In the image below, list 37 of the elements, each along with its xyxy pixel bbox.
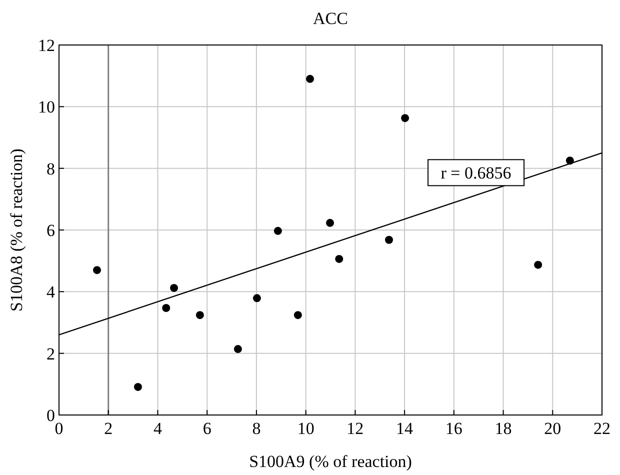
point: [306, 74, 314, 83]
chart-title: ACC: [313, 9, 348, 28]
y-tick-label: 0: [46, 406, 55, 425]
point: [234, 345, 242, 354]
y-axis-title: S100A8 (% of reaction): [7, 148, 26, 312]
x-tick-label: 4: [153, 419, 162, 438]
point: [93, 266, 102, 274]
y-tick-label: 6: [46, 221, 55, 240]
x-tick-label: 20: [544, 419, 562, 438]
y-tick-label: 8: [46, 159, 55, 178]
point: [196, 311, 204, 320]
point: [534, 260, 542, 269]
x-tick-label: 12: [346, 419, 364, 438]
x-tick-label: 6: [202, 419, 212, 438]
y-tick-label: 4: [46, 282, 56, 302]
point: [134, 382, 142, 391]
x-tick-label: 10: [297, 419, 314, 438]
x-tick-label: 2: [104, 419, 113, 438]
y-tick-label: 10: [38, 98, 55, 117]
point: [162, 304, 170, 312]
y-tick-label: 2: [46, 344, 55, 364]
point: [401, 114, 410, 122]
x-tick-label: 8: [252, 419, 261, 438]
point: [335, 254, 344, 263]
x-tick-label: 18: [494, 419, 512, 438]
point: [384, 236, 393, 244]
annotation: r = 0.6856: [440, 164, 512, 183]
x-tick-label: 16: [445, 419, 462, 438]
point: [274, 226, 282, 235]
x-tick-label: 14: [396, 419, 414, 438]
y-tick-label: 12: [38, 36, 55, 55]
point: [326, 218, 334, 227]
point: [252, 294, 261, 302]
x-tick-label: 22: [594, 419, 610, 438]
point: [294, 311, 302, 320]
x-axis-title: S100A9 (% of reaction): [249, 452, 412, 471]
point: [170, 284, 178, 292]
